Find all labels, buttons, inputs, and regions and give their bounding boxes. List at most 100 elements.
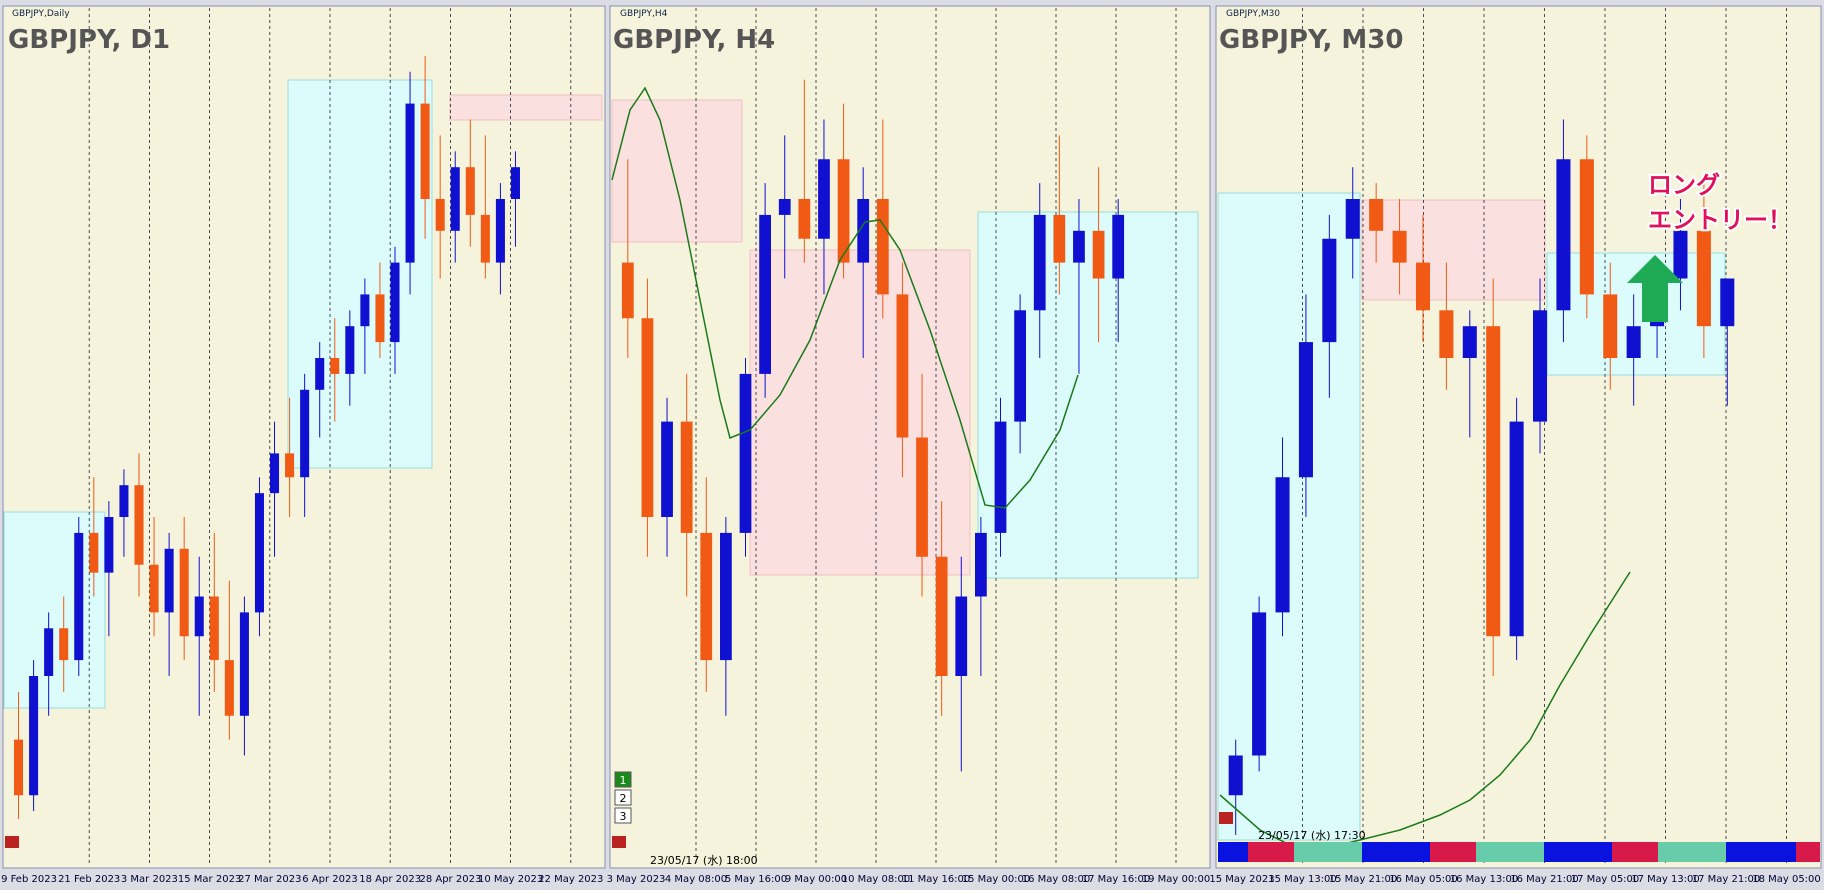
candle-body [916,437,928,557]
candle-body [759,214,771,374]
annotation: ロング [1648,171,1720,199]
candle-body [1533,310,1548,422]
candle-body [14,739,24,796]
button[interactable]: 2 [620,792,627,805]
candle-body [1275,477,1290,613]
x-tick-label: 10 May 08:00 [842,874,911,885]
candle-body [720,532,732,661]
m30-session-bar [1218,842,1820,862]
candle-body [739,373,752,533]
candle-body [390,262,400,343]
candle-body [239,612,249,716]
candle-body [1720,278,1735,327]
candle-body [1073,230,1085,263]
candle-body [1626,326,1641,358]
candle-body [254,493,264,613]
candle-body [896,294,909,438]
candle-body [1486,326,1501,637]
candle-body [1462,326,1477,358]
x-tick-label: 16 May 13:00 [1450,874,1519,885]
candle-body [330,358,340,374]
candle-body [1053,214,1066,263]
candle-body [1345,199,1360,239]
candle-body [1556,159,1571,311]
candle-body [1112,214,1125,279]
cursor-time: 23/05/17 (水) 17:30 [1258,829,1366,842]
cursor-time: 23/05/17 (水) 18:00 [650,854,758,867]
button[interactable]: 3 [620,810,627,823]
candle-body [315,358,325,390]
candle-body [641,318,654,517]
window-label: GBPJPY,Daily [12,9,70,19]
candle-body [975,532,987,597]
candle-body [1673,230,1688,279]
candle-body [1603,294,1618,358]
candle-body [465,167,475,215]
chart-title: GBPJPY, H4 [613,25,775,55]
x-tick-label: 11 May 16:00 [902,874,971,885]
x-tick-label: 10 May 2023 [478,874,543,885]
candle-body [818,159,830,239]
x-tick-label: 3 May 2023 [607,874,666,885]
x-tick-label: 22 May 2023 [538,874,603,885]
x-tick-label: 15 May 21:00 [1329,874,1398,885]
candle-body [450,167,460,231]
x-tick-label: 28 Apr 2023 [419,874,481,885]
candle-body [179,548,189,637]
candle-body [1092,230,1105,279]
x-tick-label: 15 May 13:00 [1268,874,1337,885]
candle-body [1033,214,1046,311]
candle-body [1439,310,1454,358]
candle-body [164,548,174,613]
x-tick-label: 3 Mar 2023 [121,874,178,885]
x-tick-label: 15 Mar 2023 [178,874,241,885]
x-tick-label: 27 Mar 2023 [238,874,301,885]
candle-body [661,421,673,517]
candle-body [700,532,713,661]
entry-arrow [1627,255,1683,322]
window-label: GBPJPY,H4 [620,9,668,19]
x-tick-label: 5 May 16:00 [725,874,787,885]
x-tick-label: 6 Apr 2023 [302,874,357,885]
x-tick-label: 15 May 00:00 [962,874,1031,885]
x-tick-label: 17 May 13:00 [1631,874,1700,885]
candle-body [1392,230,1407,263]
x-tick-label: 4 May 08:00 [665,874,727,885]
candle-body [360,294,370,327]
candle-body [74,532,84,661]
annotation: エントリー！ [1648,206,1792,234]
candle-body [1014,310,1026,422]
candle-body [798,199,811,239]
x-tick-label: 18 Apr 2023 [359,874,421,885]
candle-body [994,421,1007,533]
candle-body [149,564,159,613]
candle-body [495,199,505,263]
candle-body [1298,342,1313,478]
x-tick-label: 15 May 2023 [1209,874,1274,885]
window-label: GBPJPY,M30 [1226,9,1280,19]
candle-body [1696,230,1711,327]
x-tick-label: 16 May 21:00 [1510,874,1579,885]
candle-body [1509,421,1524,637]
candle-body [134,485,144,565]
x-tick-label: 17 May 21:00 [1692,874,1761,885]
candle-body [285,453,295,478]
candle-body [420,103,430,199]
candle-body [194,596,204,637]
candle-body [1322,238,1337,343]
x-tick-label: 17 May 05:00 [1571,874,1640,885]
button[interactable]: 1 [620,774,627,787]
candle-body [44,628,54,676]
zones [3,79,1726,841]
candle-body [1228,755,1243,796]
candle-body [29,676,39,796]
x-tick-label: 18 May 05:00 [1752,874,1821,885]
candle-body [104,517,114,573]
candle-body [1252,612,1267,756]
candle-body [1415,262,1430,311]
x-tick-label: 9 Feb 2023 [1,874,57,885]
candle-body [59,628,69,661]
x-tick-label: 19 May 00:00 [1142,874,1211,885]
chart-title: GBPJPY, M30 [1219,25,1403,55]
